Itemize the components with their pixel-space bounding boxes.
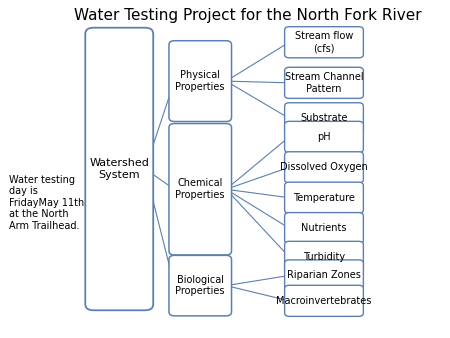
Text: Water Testing Project for the North Fork River: Water Testing Project for the North Fork… [74, 8, 421, 23]
Text: Macroinvertebrates: Macroinvertebrates [276, 296, 372, 306]
FancyBboxPatch shape [284, 285, 363, 316]
Text: Physical
Properties: Physical Properties [176, 70, 225, 92]
Text: Watershed
System: Watershed System [89, 158, 149, 180]
Text: Turbidity: Turbidity [303, 252, 345, 262]
Text: Riparian Zones: Riparian Zones [287, 270, 361, 281]
Text: Dissolved Oxygen: Dissolved Oxygen [280, 162, 368, 172]
FancyBboxPatch shape [284, 241, 363, 272]
Text: Substrate: Substrate [300, 113, 348, 123]
FancyBboxPatch shape [284, 152, 363, 183]
Text: Stream flow
(cfs): Stream flow (cfs) [295, 31, 353, 53]
Text: Water testing
day is
FridayMay 11th
at the North
Arm Trailhead.: Water testing day is FridayMay 11th at t… [9, 175, 84, 231]
FancyBboxPatch shape [284, 213, 363, 244]
Text: Biological
Properties: Biological Properties [176, 275, 225, 296]
FancyBboxPatch shape [284, 103, 363, 134]
Text: Nutrients: Nutrients [301, 223, 347, 233]
FancyBboxPatch shape [169, 41, 231, 122]
FancyBboxPatch shape [169, 123, 231, 255]
FancyBboxPatch shape [284, 67, 363, 98]
Text: pH: pH [317, 132, 331, 142]
FancyBboxPatch shape [284, 27, 363, 58]
Text: Chemical
Properties: Chemical Properties [176, 178, 225, 200]
FancyBboxPatch shape [169, 256, 231, 316]
FancyBboxPatch shape [284, 260, 363, 291]
FancyBboxPatch shape [284, 182, 363, 213]
Text: Stream Channel
Pattern: Stream Channel Pattern [285, 72, 363, 94]
Text: Temperature: Temperature [293, 193, 355, 203]
FancyBboxPatch shape [284, 121, 363, 152]
FancyBboxPatch shape [86, 28, 153, 310]
